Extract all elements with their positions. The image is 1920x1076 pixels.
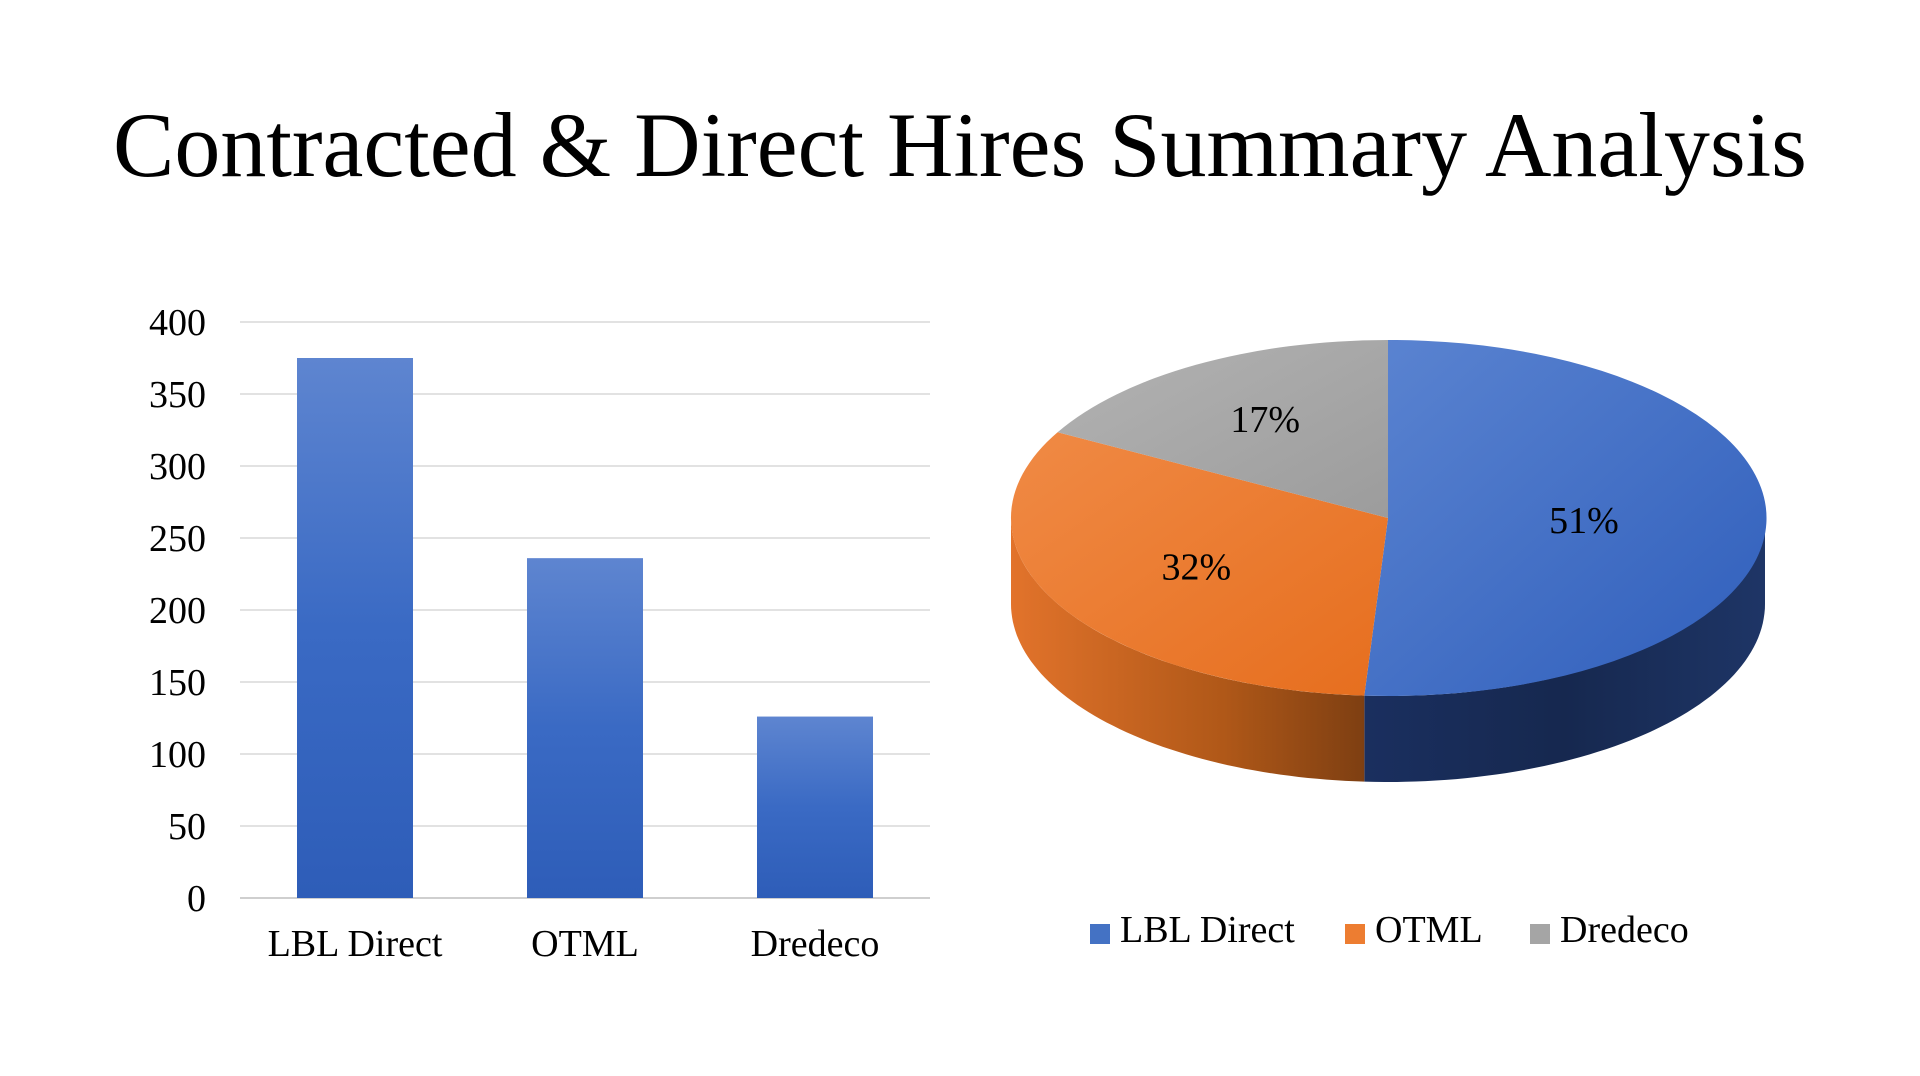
pie-slice-side [1011,518,1365,782]
legend-label: Dredeco [1560,909,1689,951]
bar [527,558,643,898]
bar-chart: 0 50 100 150 200 250 300 350 400 LBL Direct OTML Dr… [149,302,930,965]
y-tick-label: 200 [149,590,206,632]
y-tick-label: 50 [168,806,206,848]
y-tick-label: 0 [187,878,206,920]
bar [297,358,413,898]
pie-slice [1057,340,1388,518]
x-category-label: Dredeco [751,923,880,965]
legend-label: LBL Direct [1120,909,1295,951]
pie-data-label: 51% [1549,500,1619,542]
x-category-label: LBL Direct [268,923,443,965]
y-tick-label: 400 [149,302,206,344]
y-tick-label: 150 [149,662,206,704]
y-tick-label: 350 [149,374,206,416]
y-tick-label: 100 [149,734,206,776]
pie-slice [1364,339,1767,696]
pie-slice [1010,432,1388,696]
bar [757,716,873,898]
legend-swatch [1090,924,1110,944]
x-category-label: OTML [531,923,639,965]
legend-swatch [1345,924,1365,944]
pie-data-label: 17% [1230,399,1300,441]
slide-title: Contracted & Direct Hires Summary Analys… [112,94,1807,196]
y-tick-label: 250 [149,518,206,560]
pie-slice-side [1364,518,1765,782]
y-tick-label: 300 [149,446,206,488]
pie-legend: LBL Direct OTML Dredeco [1090,909,1689,951]
pie-chart: 51% 32% 17% [1010,339,1767,782]
legend-label: OTML [1375,909,1483,951]
pie-data-label: 32% [1162,547,1232,589]
legend-swatch [1530,924,1550,944]
